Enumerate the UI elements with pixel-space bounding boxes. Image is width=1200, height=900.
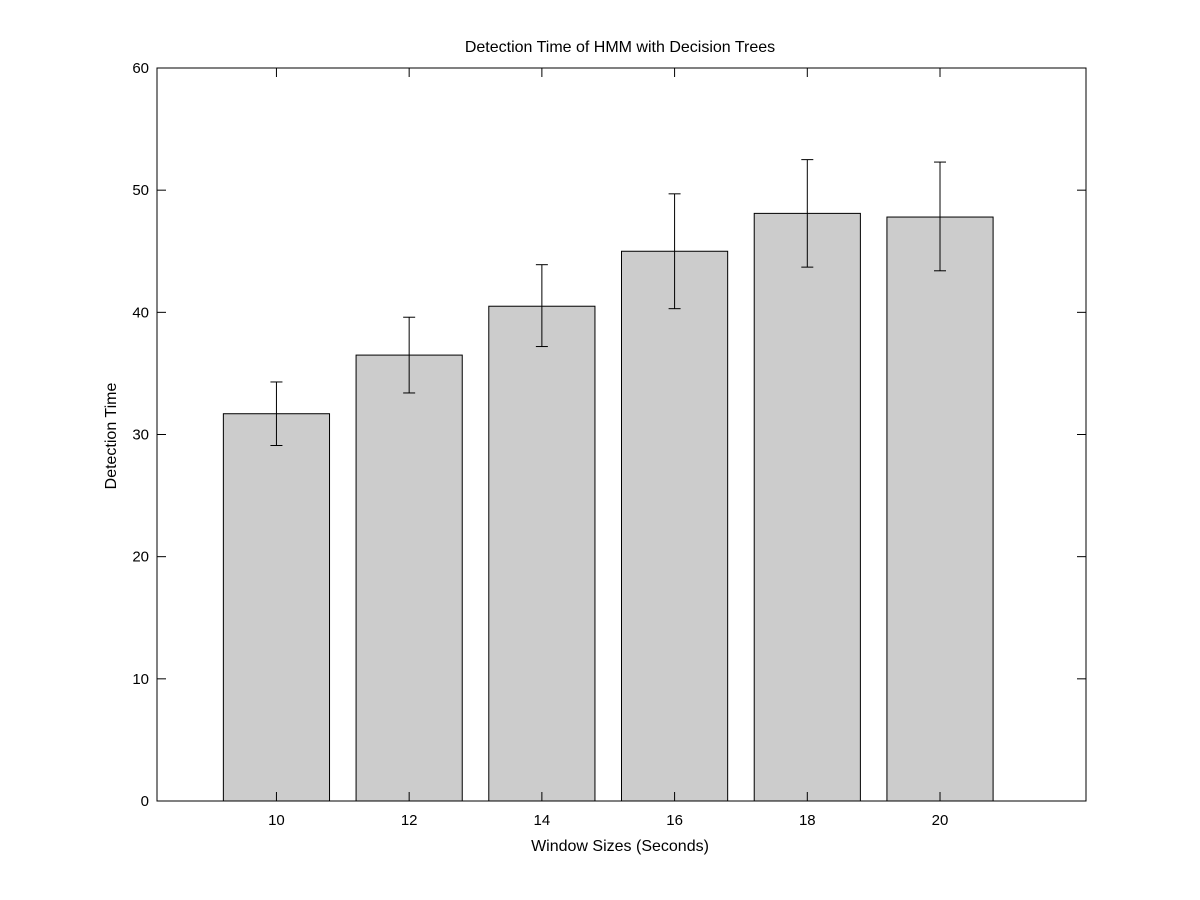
- x-tick-label-18: 18: [799, 812, 816, 829]
- bar-10: [222, 413, 331, 802]
- x-tick-label-10: 10: [268, 812, 285, 829]
- y-tick-label-20: 20: [132, 549, 149, 566]
- chart-title: Detection Time of HMM with Decision Tree…: [465, 39, 775, 56]
- y-tick-label-10: 10: [132, 671, 149, 688]
- x-tick-label-20: 20: [932, 812, 949, 829]
- x-tick-label-14: 14: [534, 812, 551, 829]
- y-axis-label: Detection Time: [103, 383, 120, 490]
- plot-area: 10 12 14 16 18 20 0 10 20 30 40 50 60: [132, 60, 1087, 829]
- x-tick-label-16: 16: [666, 812, 683, 829]
- y-tick-label-30: 30: [132, 427, 149, 444]
- y-tick-label-50: 50: [132, 182, 149, 199]
- x-axis-label: Window Sizes (Seconds): [531, 838, 709, 855]
- bar-18: [753, 212, 861, 802]
- y-tick-label-40: 40: [132, 304, 149, 321]
- y-tick-label-0: 0: [141, 793, 149, 810]
- bar-16: [621, 250, 729, 802]
- bar-20: [886, 216, 994, 802]
- bar-12: [355, 354, 463, 802]
- bar-14: [488, 305, 596, 802]
- y-tick-label-60: 60: [132, 60, 149, 77]
- x-tick-label-12: 12: [401, 812, 418, 829]
